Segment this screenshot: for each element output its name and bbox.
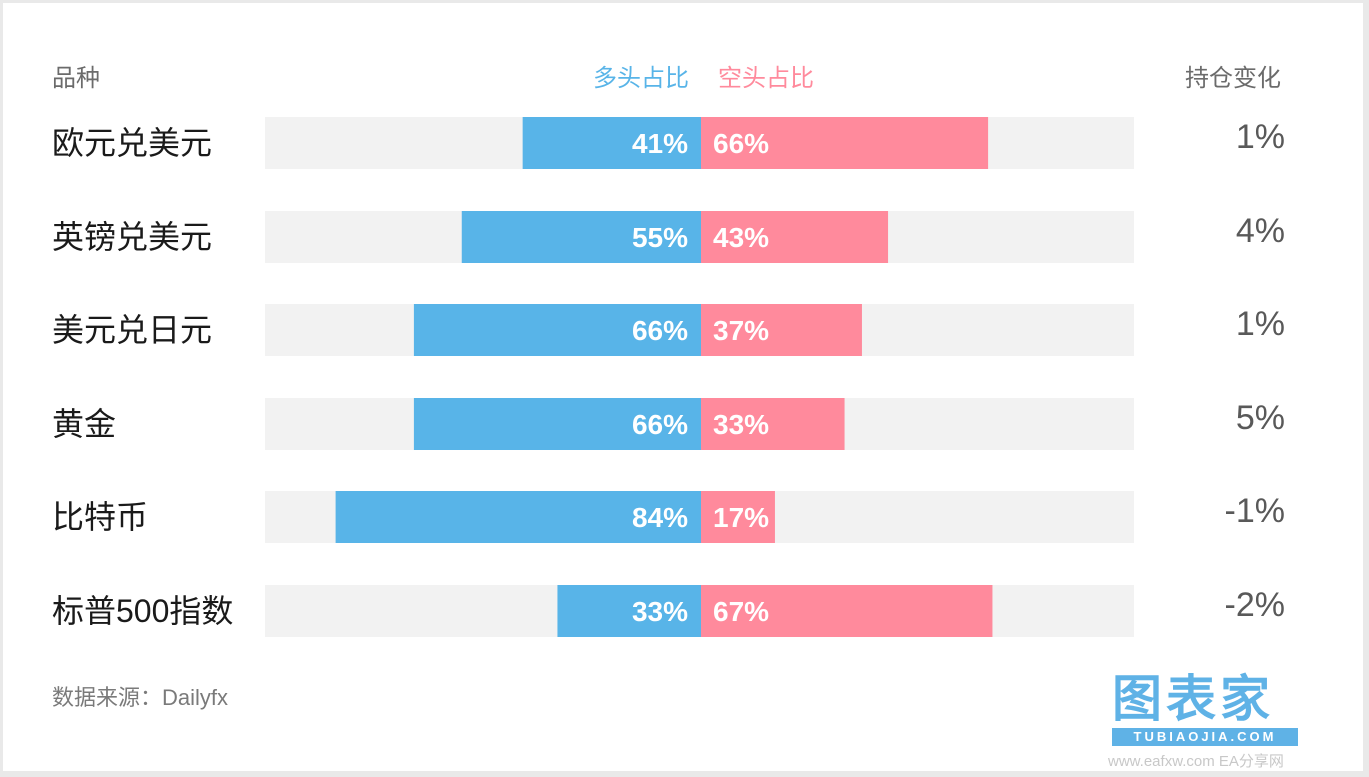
long-value-label-1: 55% bbox=[632, 222, 688, 253]
tubiaojia-logo: 图表家 TUBIAOJIA.COM bbox=[1112, 672, 1312, 746]
long-bar-5 bbox=[557, 585, 701, 637]
short-ratio-legend: 空头占比 bbox=[718, 65, 814, 92]
data-source: 数据来源：Dailyfx bbox=[52, 685, 229, 710]
short-bar-2 bbox=[701, 304, 862, 356]
watermark: www.eafxw.com EA分享网 bbox=[1108, 753, 1284, 770]
position-change-column-header: 持仓变化 bbox=[1185, 65, 1281, 92]
short-value-label-1: 43% bbox=[713, 222, 769, 253]
category-label-4: 比特币 bbox=[52, 499, 149, 535]
long-bar-3 bbox=[413, 398, 701, 450]
category-label-2: 美元兑日元 bbox=[52, 312, 213, 348]
position-change-1: 4% bbox=[1235, 212, 1285, 250]
short-bar-4 bbox=[701, 491, 775, 543]
position-change-3: 5% bbox=[1235, 399, 1285, 437]
short-value-label-0: 66% bbox=[713, 128, 769, 159]
category-label-5: 标普500指数 bbox=[52, 593, 234, 629]
short-bar-5 bbox=[701, 585, 993, 637]
category-label-1: 英镑兑美元 bbox=[52, 219, 213, 255]
logo-sub-text: TUBIAOJIA.COM bbox=[1112, 728, 1298, 746]
category-column-header: 品种 bbox=[52, 65, 100, 92]
long-value-label-3: 66% bbox=[632, 409, 688, 440]
short-value-label-5: 67% bbox=[713, 596, 769, 627]
long-value-label-0: 41% bbox=[632, 128, 688, 159]
short-value-label-2: 37% bbox=[713, 315, 769, 346]
position-change-4: -1% bbox=[1224, 492, 1285, 530]
long-value-label-4: 84% bbox=[632, 502, 688, 533]
long-ratio-legend: 多头占比 bbox=[593, 65, 689, 92]
long-value-label-5: 33% bbox=[632, 596, 688, 627]
short-value-label-4: 17% bbox=[713, 502, 769, 533]
short-bar-0 bbox=[701, 117, 989, 169]
long-bar-2 bbox=[413, 304, 701, 356]
long-bar-4 bbox=[335, 491, 701, 543]
logo-main-text: 图表家 bbox=[1112, 671, 1274, 727]
category-label-0: 欧元兑美元 bbox=[52, 125, 213, 161]
short-bar-3 bbox=[701, 398, 845, 450]
short-bar-1 bbox=[701, 211, 889, 263]
position-change-5: -2% bbox=[1224, 586, 1285, 624]
long-bar-1 bbox=[461, 211, 701, 263]
long-bar-0 bbox=[522, 117, 701, 169]
short-value-label-3: 33% bbox=[713, 409, 769, 440]
long-value-label-2: 66% bbox=[632, 315, 688, 346]
position-change-2: 1% bbox=[1235, 305, 1285, 343]
position-change-0: 1% bbox=[1235, 118, 1285, 156]
category-label-3: 黄金 bbox=[52, 406, 117, 442]
